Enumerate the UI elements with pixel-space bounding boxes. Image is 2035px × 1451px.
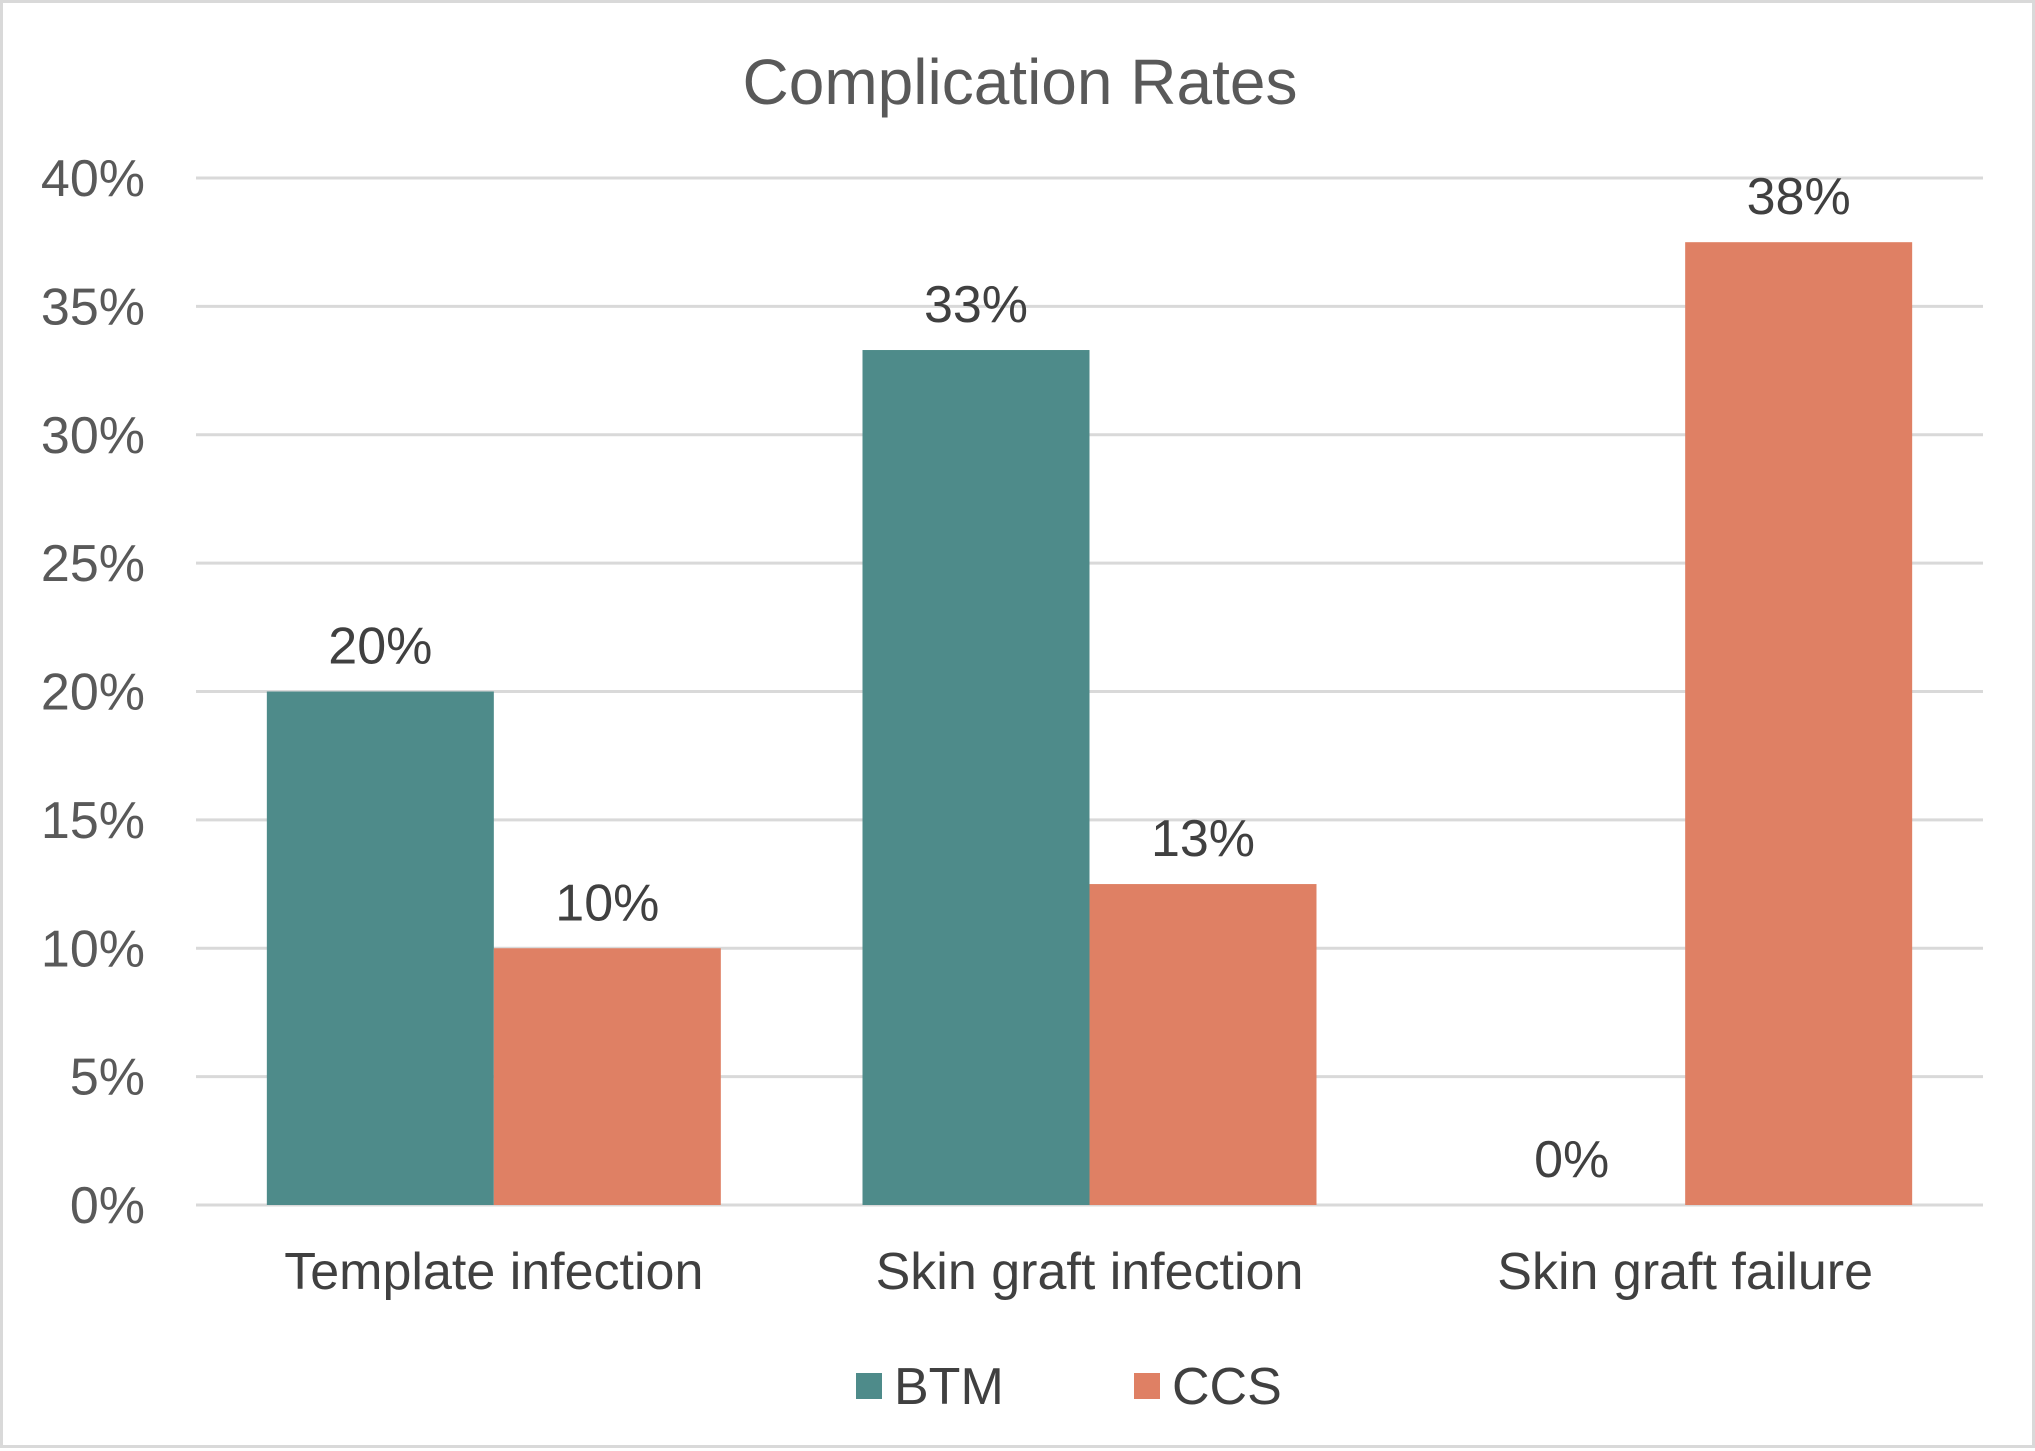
category-label-skin-graft-failure: Skin graft failure	[1497, 1243, 1873, 1301]
bar-ccs-skin-graft-failure	[1685, 242, 1913, 1205]
bar-btm-skin-graft-infection	[862, 350, 1090, 1206]
data-labels: 20% 10% 33% 13% 0% 38%	[328, 168, 1850, 1189]
y-tick-label: 25%	[41, 535, 145, 593]
data-label-btm-skin-graft-failure: 0%	[1534, 1131, 1609, 1189]
data-label-ccs-skin-graft-infection: 13%	[1151, 810, 1255, 868]
legend-label-ccs: CCS	[1172, 1358, 1282, 1416]
bars	[266, 242, 1913, 1206]
bar-ccs-template-infection	[493, 948, 721, 1205]
data-label-btm-skin-graft-infection: 33%	[924, 276, 1028, 334]
legend: BTM CCS	[856, 1358, 1282, 1416]
legend-swatch-btm	[856, 1373, 882, 1399]
category-label-template-infection: Template infection	[284, 1243, 703, 1301]
y-tick-label: 20%	[41, 664, 145, 722]
bar-ccs-skin-graft-infection	[1089, 884, 1317, 1205]
y-tick-label: 0%	[70, 1177, 145, 1235]
y-axis-ticks: 0% 5% 10% 15% 20% 25% 30% 35% 40%	[41, 150, 145, 1235]
y-tick-label: 30%	[41, 407, 145, 465]
legend-swatch-ccs	[1134, 1373, 1160, 1399]
category-label-skin-graft-infection: Skin graft infection	[876, 1243, 1304, 1301]
y-tick-label: 5%	[70, 1049, 145, 1107]
bar-btm-template-infection	[266, 691, 494, 1205]
data-label-ccs-template-infection: 10%	[555, 874, 659, 932]
data-label-btm-template-infection: 20%	[328, 618, 432, 676]
y-tick-label: 10%	[41, 920, 145, 978]
legend-label-btm: BTM	[894, 1358, 1004, 1416]
y-tick-label: 40%	[41, 150, 145, 208]
chart-title: Complication Rates	[743, 46, 1298, 118]
y-tick-label: 15%	[41, 792, 145, 850]
category-labels: Template infection Skin graft infection Sk…	[284, 1243, 1873, 1301]
data-label-ccs-skin-graft-failure: 38%	[1747, 168, 1851, 226]
y-tick-label: 35%	[41, 278, 145, 336]
complication-rates-chart: Complication Rates 0% 5% 10% 15% 20% 25% 30% 35…	[41, 46, 1983, 1416]
